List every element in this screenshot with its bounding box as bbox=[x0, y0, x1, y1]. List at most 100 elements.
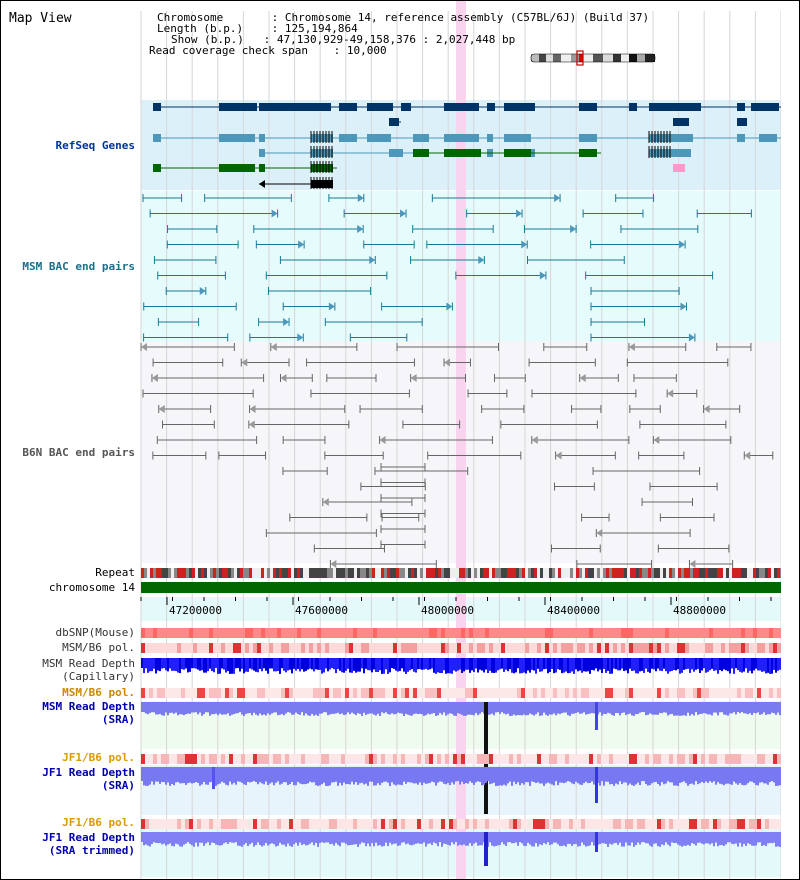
depth-bar bbox=[489, 832, 491, 843]
pol-block bbox=[757, 643, 761, 653]
track-label-refseq-genes[interactable]: RefSeq Genes bbox=[55, 139, 135, 152]
depth-bar bbox=[769, 702, 771, 715]
depth-bar bbox=[625, 702, 627, 716]
depth-bar bbox=[691, 832, 693, 844]
repeat-block bbox=[702, 568, 705, 578]
repeat-block bbox=[528, 568, 531, 578]
pol-block bbox=[429, 754, 433, 764]
depth-bar bbox=[311, 702, 313, 714]
pol-block bbox=[685, 754, 689, 764]
repeat-block bbox=[417, 568, 420, 578]
depth-bar bbox=[165, 767, 167, 785]
depth-bar bbox=[385, 832, 387, 843]
track-label-jf1-b6-pol-2: JF1/B6 pol. bbox=[62, 816, 135, 829]
pol-block bbox=[317, 643, 321, 653]
depth-bar bbox=[455, 702, 457, 716]
pol-block bbox=[593, 688, 597, 698]
depth-bar bbox=[295, 832, 297, 843]
pol-block bbox=[629, 754, 633, 764]
depth-bar bbox=[643, 832, 645, 843]
repeat-block bbox=[723, 568, 726, 578]
depth-bar bbox=[473, 832, 475, 844]
pol-block bbox=[737, 819, 741, 829]
depth-bar bbox=[343, 702, 345, 716]
depth-bar bbox=[351, 702, 353, 713]
bac-end-marker bbox=[446, 302, 453, 311]
pol-block bbox=[157, 688, 161, 698]
repeat-block bbox=[582, 568, 585, 578]
ideogram-band bbox=[553, 54, 561, 62]
depth-bar bbox=[777, 832, 779, 847]
depth-bar bbox=[697, 702, 699, 715]
ideogram-band bbox=[613, 54, 621, 62]
depth-bar bbox=[145, 658, 147, 669]
pol-block bbox=[441, 754, 445, 764]
depth-bar bbox=[345, 832, 347, 844]
pol-block bbox=[581, 643, 585, 653]
pol-block bbox=[301, 643, 305, 653]
depth-bar bbox=[335, 702, 337, 714]
pol-block bbox=[449, 819, 453, 829]
depth-bar bbox=[447, 832, 449, 845]
pol-block bbox=[401, 819, 405, 829]
depth-bar bbox=[517, 702, 519, 716]
pol-block bbox=[373, 643, 377, 653]
depth-bar bbox=[721, 658, 723, 672]
depth-bar bbox=[149, 832, 151, 847]
depth-bar bbox=[759, 658, 761, 671]
pol-block bbox=[169, 643, 173, 653]
depth-bar bbox=[273, 702, 275, 713]
depth-bar bbox=[529, 767, 531, 786]
depth-bar bbox=[433, 702, 435, 714]
depth-bar bbox=[415, 767, 417, 784]
depth-bar bbox=[657, 832, 659, 847]
pol-block bbox=[269, 819, 273, 829]
depth-bar bbox=[413, 767, 415, 784]
depth-bar bbox=[343, 767, 345, 783]
depth-bar bbox=[261, 658, 263, 672]
snp-block bbox=[653, 628, 657, 638]
pol-block bbox=[673, 754, 677, 764]
depth-bar bbox=[495, 832, 497, 847]
depth-bar bbox=[319, 702, 321, 714]
depth-bar bbox=[709, 658, 711, 671]
pol-block bbox=[545, 688, 549, 698]
depth-bar bbox=[187, 832, 189, 843]
pol-block bbox=[633, 754, 637, 764]
depth-bar bbox=[285, 832, 287, 847]
depth-bar bbox=[149, 658, 151, 672]
depth-bar bbox=[397, 832, 399, 846]
depth-bar bbox=[493, 832, 495, 847]
snp-block bbox=[693, 628, 697, 638]
depth-bar bbox=[469, 702, 471, 715]
depth-bar bbox=[715, 832, 717, 843]
gene-exon bbox=[487, 134, 493, 142]
depth-bar bbox=[185, 832, 187, 844]
depth-bar bbox=[765, 832, 767, 847]
pol-block bbox=[293, 643, 297, 653]
depth-bar bbox=[153, 832, 155, 843]
pol-block bbox=[737, 643, 741, 653]
gene-exon bbox=[673, 118, 689, 126]
depth-bar bbox=[619, 658, 621, 671]
repeat-block bbox=[594, 568, 597, 578]
track-label-msm-bac[interactable]: MSM BAC end pairs bbox=[22, 260, 135, 273]
depth-bar bbox=[345, 658, 347, 671]
repeat-block bbox=[603, 568, 606, 578]
depth-bar bbox=[259, 832, 261, 846]
repeat-block bbox=[393, 568, 396, 578]
depth-bar bbox=[593, 832, 595, 846]
pol-block bbox=[677, 819, 681, 829]
depth-bar bbox=[599, 702, 601, 713]
depth-bar bbox=[553, 702, 555, 714]
pol-block bbox=[481, 688, 485, 698]
depth-bar bbox=[737, 702, 739, 713]
depth-bar bbox=[755, 658, 757, 669]
pol-block bbox=[357, 754, 361, 764]
gene-exon bbox=[579, 149, 597, 157]
pol-block bbox=[317, 688, 321, 698]
depth-bar bbox=[507, 658, 509, 672]
track-label-b6n-bac[interactable]: B6N BAC end pairs bbox=[22, 446, 135, 459]
track-label-jf1-read-trimmed-2: (SRA trimmed) bbox=[48, 844, 135, 857]
